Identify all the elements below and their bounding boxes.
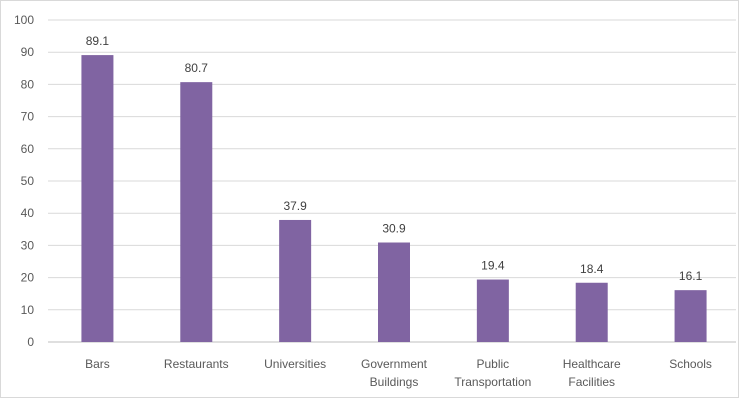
y-tick-label: 40 (21, 206, 35, 220)
bar (674, 290, 707, 342)
data-label: 18.4 (580, 262, 604, 276)
bar (81, 55, 114, 343)
data-label: 30.9 (382, 222, 406, 236)
y-tick-label: 80 (21, 77, 35, 91)
category-label: Transportation (454, 375, 531, 389)
bar (378, 242, 410, 342)
y-tick-label: 0 (27, 335, 34, 349)
y-tick-label: 90 (21, 45, 35, 59)
data-label: 16.1 (679, 269, 703, 283)
data-label: 89.1 (86, 34, 110, 48)
y-tick-label: 20 (21, 271, 35, 285)
bar (279, 219, 312, 342)
y-tick-label: 10 (21, 303, 35, 317)
data-label: 80.7 (185, 61, 209, 75)
bar (180, 82, 213, 342)
bar (476, 279, 509, 342)
category-label: Facilities (568, 375, 615, 389)
category-label: Healthcare (563, 357, 621, 371)
y-tick-label: 50 (21, 174, 35, 188)
category-label: Universities (264, 357, 326, 371)
y-tick-label: 60 (21, 142, 35, 156)
data-label: 37.9 (283, 199, 307, 213)
y-tick-label: 100 (14, 13, 34, 27)
category-label: Schools (669, 357, 712, 371)
y-tick-label: 30 (21, 238, 35, 252)
bar (575, 282, 608, 342)
category-label: Buildings (370, 375, 419, 389)
y-tick-label: 70 (21, 110, 35, 124)
category-label: Government (361, 357, 428, 371)
category-label: Bars (85, 357, 110, 371)
category-label: Restaurants (164, 357, 229, 371)
data-label: 19.4 (481, 259, 505, 273)
category-label: Public (477, 357, 510, 371)
